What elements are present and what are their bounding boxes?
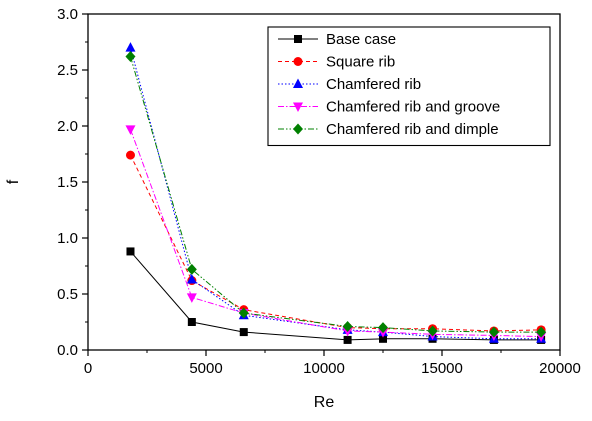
- series-line: [130, 154, 542, 332]
- data-point: [186, 293, 197, 303]
- data-point: [536, 326, 547, 338]
- legend-item: Chamfered rib: [278, 76, 421, 93]
- y-tick-label: 1.5: [57, 174, 78, 191]
- legend-label: Chamfered rib: [326, 76, 421, 93]
- data-point: [126, 247, 135, 256]
- y-tick-label: 2.0: [57, 118, 78, 135]
- legend-item: Square rib: [278, 54, 395, 71]
- series-line: [129, 56, 542, 333]
- legend-item: Chamfered rib and groove: [278, 99, 500, 116]
- legend-label: Square rib: [326, 54, 395, 71]
- series-4: [125, 51, 547, 338]
- y-tick-label: 1.0: [57, 230, 78, 247]
- data-point: [343, 335, 352, 344]
- legend-label: Base case: [326, 31, 396, 48]
- legend-marker: [293, 102, 303, 112]
- legend: Base case Square rib Chamfered rib Chamfere…: [267, 26, 551, 147]
- data-point: [186, 263, 197, 275]
- data-point: [427, 325, 438, 337]
- y-tick-label: 2.5: [57, 62, 78, 79]
- y-tick-label: 0.5: [57, 286, 78, 303]
- data-point: [187, 318, 196, 326]
- legend-marker: [293, 123, 303, 135]
- axes-layer: 0 5000 10000 15000 20000 0.0 0.5 1.0 1.5 2.0 2.5 3.…: [57, 6, 581, 377]
- data-point: [239, 328, 248, 337]
- y-axis-title: f: [5, 179, 22, 184]
- data-point: [186, 273, 197, 284]
- series-layer: [125, 42, 547, 344]
- y-tick-label: 0.0: [57, 342, 78, 359]
- legend-label: Chamfered rib and dimple: [326, 121, 499, 138]
- data-point: [125, 42, 136, 52]
- series-line: [130, 251, 542, 341]
- legend-box: [267, 26, 551, 147]
- x-axis-title: Re: [314, 394, 335, 411]
- data-point: [379, 334, 387, 343]
- data-point: [488, 326, 499, 338]
- legend-marker: [293, 78, 303, 88]
- data-point: [342, 320, 353, 332]
- legend-marker: [293, 57, 303, 66]
- x-tick-label: 0: [84, 360, 92, 377]
- data-point: [125, 125, 136, 135]
- data-point: [378, 322, 388, 334]
- legend-item: Base case: [278, 31, 396, 48]
- legend-marker: [294, 35, 302, 43]
- x-tick-label: 10000: [303, 360, 345, 377]
- data-point: [125, 51, 136, 63]
- series-1: [125, 150, 546, 336]
- legend-item: Chamfered rib and dimple: [278, 121, 499, 138]
- series-line: [130, 129, 542, 338]
- series-3: [125, 125, 547, 343]
- x-tick-label: 15000: [421, 360, 463, 377]
- data-point: [125, 150, 135, 160]
- x-tick-label: 5000: [189, 360, 222, 377]
- legend-label: Chamfered rib and groove: [326, 99, 500, 116]
- x-tick-label: 20000: [539, 360, 581, 377]
- y-tick-label: 3.0: [57, 6, 78, 23]
- data-point: [238, 307, 249, 319]
